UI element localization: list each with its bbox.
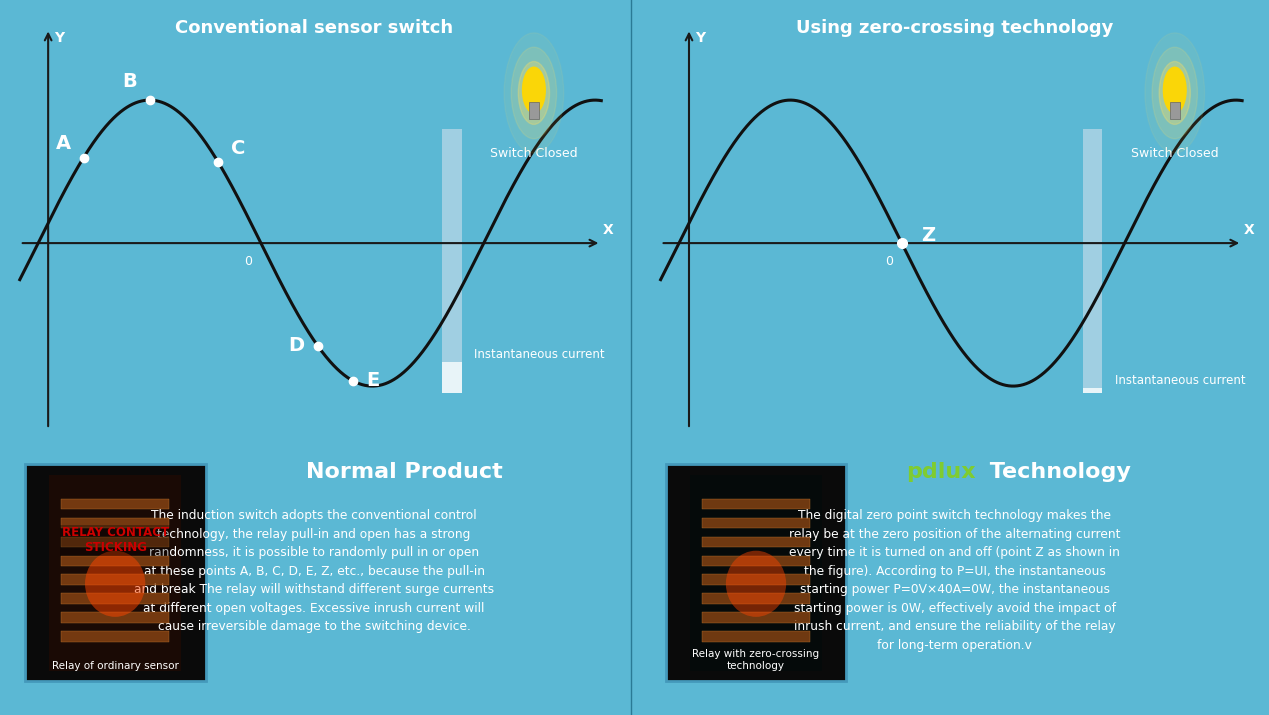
Bar bbox=[690, 475, 822, 671]
Text: Y: Y bbox=[53, 31, 63, 46]
Text: A: A bbox=[56, 134, 71, 153]
Circle shape bbox=[518, 61, 549, 124]
Text: Relay with zero-crossing
technology: Relay with zero-crossing technology bbox=[693, 649, 820, 671]
Circle shape bbox=[1145, 33, 1204, 153]
Text: 0: 0 bbox=[245, 255, 253, 267]
Circle shape bbox=[1152, 47, 1198, 139]
Bar bbox=[61, 537, 170, 547]
Text: C: C bbox=[231, 139, 245, 157]
Text: The induction switch adopts the conventional control
technology, the relay pull-: The induction switch adopts the conventi… bbox=[135, 509, 494, 633]
Bar bbox=[61, 631, 170, 642]
Bar bbox=[702, 631, 810, 642]
Bar bbox=[1170, 102, 1180, 119]
Text: Technology: Technology bbox=[982, 462, 1131, 482]
Bar bbox=[702, 574, 810, 585]
Text: Instantaneous current: Instantaneous current bbox=[1115, 374, 1246, 387]
Text: X: X bbox=[603, 223, 613, 237]
Text: The digital zero point switch technology makes the
relay be at the zero position: The digital zero point switch technology… bbox=[789, 509, 1121, 652]
Bar bbox=[61, 612, 170, 623]
Text: Relay of ordinary sensor: Relay of ordinary sensor bbox=[52, 661, 179, 671]
Bar bbox=[61, 556, 170, 566]
Text: D: D bbox=[288, 336, 305, 355]
Bar bbox=[442, 129, 462, 393]
Bar bbox=[702, 537, 810, 547]
Bar bbox=[61, 499, 170, 509]
Text: Using zero-crossing technology: Using zero-crossing technology bbox=[796, 19, 1114, 36]
Text: RELAY CONTACT
STICKING: RELAY CONTACT STICKING bbox=[62, 526, 169, 554]
Text: X: X bbox=[1244, 223, 1254, 237]
Bar bbox=[61, 574, 170, 585]
Circle shape bbox=[511, 47, 557, 139]
Bar bbox=[702, 499, 810, 509]
Text: Normal Product: Normal Product bbox=[306, 462, 503, 482]
Text: 0: 0 bbox=[886, 255, 893, 267]
Ellipse shape bbox=[726, 551, 787, 617]
Text: Z: Z bbox=[921, 227, 935, 245]
Bar bbox=[702, 593, 810, 604]
Bar bbox=[442, 362, 462, 393]
Circle shape bbox=[504, 33, 563, 153]
Bar bbox=[529, 102, 539, 119]
Bar bbox=[702, 612, 810, 623]
Circle shape bbox=[523, 67, 546, 113]
Bar bbox=[1082, 388, 1103, 393]
Ellipse shape bbox=[85, 551, 145, 617]
Bar bbox=[702, 518, 810, 528]
Bar bbox=[702, 556, 810, 566]
Text: E: E bbox=[367, 371, 379, 390]
Bar bbox=[61, 518, 170, 528]
Text: Conventional sensor switch: Conventional sensor switch bbox=[175, 19, 453, 36]
Bar bbox=[666, 465, 846, 681]
Text: Switch Closed: Switch Closed bbox=[1131, 147, 1218, 160]
Text: Y: Y bbox=[694, 31, 704, 46]
Circle shape bbox=[1159, 61, 1190, 124]
Bar bbox=[1082, 129, 1103, 393]
Circle shape bbox=[1164, 67, 1187, 113]
Bar bbox=[61, 593, 170, 604]
Text: Switch Closed: Switch Closed bbox=[490, 147, 577, 160]
Bar bbox=[48, 475, 181, 671]
Text: pdlux: pdlux bbox=[906, 462, 976, 482]
Text: B: B bbox=[122, 72, 137, 91]
Bar bbox=[25, 465, 206, 681]
Text: Instantaneous current: Instantaneous current bbox=[475, 348, 605, 361]
